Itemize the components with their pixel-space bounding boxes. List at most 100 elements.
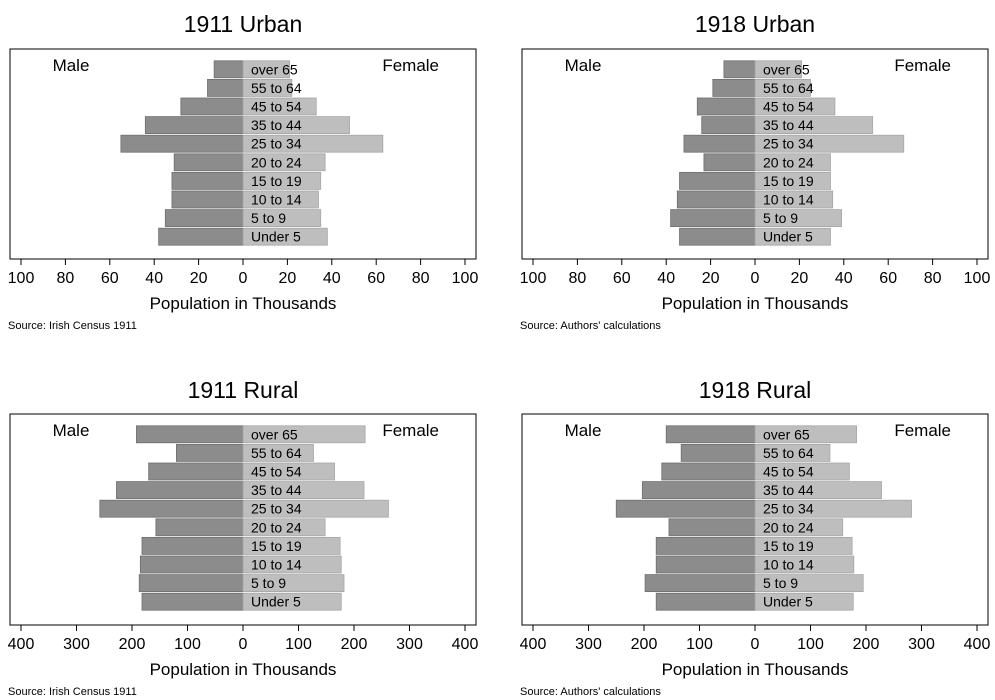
pyramid-panel-1: 1911 Urban Under 5 5 to 9 10 to 14 15 to 19 2…	[8, 11, 479, 332]
x-tick-label: 40	[323, 270, 341, 287]
female-bar	[242, 209, 322, 228]
male-bar	[116, 481, 244, 500]
male-bar	[180, 97, 244, 116]
female-bar	[754, 134, 905, 153]
female-bar	[242, 97, 317, 116]
male-bar	[175, 443, 244, 462]
female-bar	[242, 574, 345, 592]
x-axis-label: Population in Thousands	[662, 660, 849, 679]
female-bar	[754, 462, 850, 481]
age-group-label: 15 to 19	[251, 173, 302, 189]
male-label: Male	[53, 421, 90, 440]
x-tick-label: 100	[797, 636, 824, 653]
age-group-label: Under 5	[251, 229, 301, 245]
male-bar	[683, 134, 756, 153]
age-group-label: 25 to 34	[251, 501, 302, 517]
female-bar	[242, 227, 328, 246]
x-axis-label: Population in Thousands	[150, 660, 337, 679]
x-tick-label: 80	[924, 270, 942, 287]
x-tick-label: 400	[520, 636, 547, 653]
x-tick-label: 200	[631, 636, 658, 653]
female-bar	[242, 153, 326, 172]
age-group-label: 20 to 24	[251, 154, 302, 170]
age-group-label: 15 to 19	[763, 173, 814, 189]
female-bar	[242, 171, 322, 190]
female-bar	[754, 499, 912, 518]
x-tick-label: 100	[964, 270, 991, 287]
source-note: Source: Authors' calculations	[520, 686, 661, 698]
age-group-label: 15 to 19	[763, 538, 814, 554]
male-bar	[703, 153, 756, 172]
x-tick-label: 0	[239, 636, 248, 653]
male-bar	[696, 97, 756, 116]
source-note: Source: Irish Census 1911	[8, 686, 137, 698]
age-group-label: 35 to 44	[763, 117, 814, 133]
age-group-label: 45 to 54	[763, 99, 814, 115]
male-bar	[141, 537, 244, 555]
source-note: Source: Authors' calculations	[520, 320, 661, 332]
x-tick-label: 20	[279, 270, 297, 287]
male-bar	[173, 153, 244, 172]
male-bar	[641, 481, 756, 500]
male-bar	[144, 116, 244, 134]
age-group-label: 10 to 14	[763, 557, 814, 573]
female-label: Female	[894, 421, 951, 440]
age-group-label: 20 to 24	[763, 519, 814, 535]
female-bar	[242, 134, 384, 153]
female-bar	[242, 425, 366, 444]
x-tick-label: 300	[575, 636, 602, 653]
panel-title: 1918 Urban	[695, 11, 815, 37]
age-group-label: 55 to 64	[763, 80, 814, 96]
x-tick-label: 200	[341, 636, 368, 653]
female-bar	[754, 592, 854, 611]
x-tick-label: 20	[190, 270, 208, 287]
x-tick-label: 60	[879, 270, 897, 287]
male-bar	[680, 443, 756, 462]
age-group-label: 25 to 34	[763, 501, 814, 517]
male-bar	[670, 209, 756, 228]
x-tick-label: 80	[57, 270, 75, 287]
x-tick-label: 40	[657, 270, 675, 287]
female-bar	[754, 116, 874, 134]
female-bar	[754, 171, 831, 190]
male-bar	[155, 518, 244, 537]
male-bar	[171, 171, 244, 190]
pyramid-panel-4: 1918 Rural Under 5 5 to 9 10 to 14 15 to 19 2…	[520, 377, 991, 698]
age-group-label: 55 to 64	[251, 445, 302, 461]
female-bar	[754, 537, 853, 555]
female-bar	[242, 116, 350, 134]
age-group-label: 55 to 64	[251, 80, 302, 96]
x-tick-label: 300	[396, 636, 423, 653]
age-group-label: 5 to 9	[763, 210, 798, 226]
x-tick-label: 300	[63, 636, 90, 653]
male-bar	[701, 116, 756, 134]
male-bar	[164, 209, 244, 228]
female-bar	[242, 481, 365, 500]
female-bar	[242, 190, 319, 209]
male-bar	[136, 425, 244, 444]
source-note: Source: Irish Census 1911	[8, 320, 137, 332]
male-bar	[207, 79, 244, 97]
age-group-label: Under 5	[251, 594, 301, 610]
x-tick-label: 400	[8, 636, 35, 653]
male-bar	[723, 60, 756, 79]
panel-title: 1911 Urban	[184, 11, 303, 37]
x-tick-label: 200	[119, 636, 146, 653]
male-bar	[138, 574, 244, 592]
male-bar	[171, 190, 244, 209]
female-bar	[242, 518, 326, 537]
female-label: Female	[382, 421, 439, 440]
female-bar	[754, 190, 834, 209]
male-bar	[679, 171, 756, 190]
x-tick-label: 200	[853, 636, 880, 653]
female-bar	[754, 97, 836, 116]
female-bar	[754, 481, 882, 500]
female-label: Female	[382, 56, 439, 75]
age-group-label: 45 to 54	[763, 464, 814, 480]
female-bar	[754, 209, 842, 228]
male-bar	[655, 555, 756, 574]
male-bar	[655, 592, 756, 611]
age-group-label: over 65	[251, 61, 298, 77]
age-group-label: 35 to 44	[251, 117, 302, 133]
